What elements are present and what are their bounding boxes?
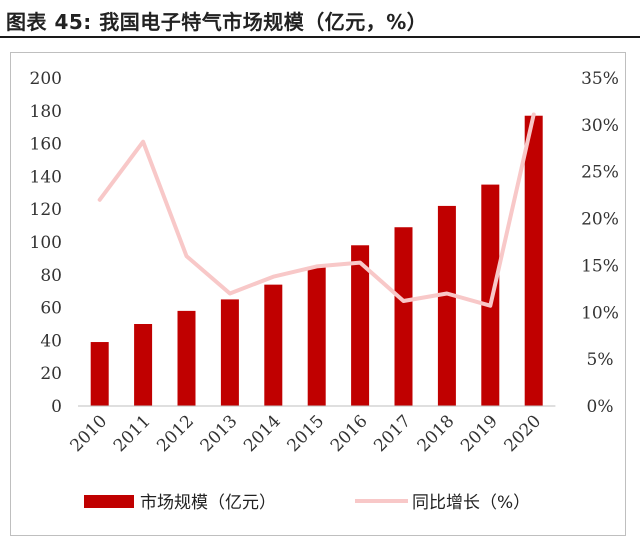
right-axis-tick-label: 30% [581,116,619,136]
right-axis-tick-label: 20% [581,210,619,230]
x-axis-tick-label: 2016 [327,411,372,456]
right-axis-tick-label: 10% [581,303,619,323]
x-axis-tick-label: 2010 [66,411,111,456]
bar-2011 [134,324,153,406]
legend: 市场规模（亿元） 同比增长（%） [84,493,530,513]
x-axis-tick-label: 2017 [370,411,415,456]
figure-title: 图表 45: 我国电子特气市场规模（亿元，%） [6,10,428,34]
right-axis: 0% 5% 10% 15% 20% 25% 30% 35% [581,69,619,417]
x-axis-tick-label: 2012 [153,411,198,456]
right-axis-tick-label: 5% [587,350,614,370]
left-axis-tick-label: 20 [40,364,62,384]
x-axis-tick-label: 2013 [197,411,242,456]
x-axis-tick-label: 2015 [284,411,329,456]
left-axis-tick-label: 180 [30,102,62,122]
bar-2018 [437,205,456,406]
left-axis-tick-label: 60 [40,299,62,319]
bar-2015 [307,266,326,406]
line-series [97,112,536,308]
left-axis-tick-label: 0 [51,397,62,417]
bar-2013 [220,299,239,406]
bar-2012 [177,310,196,406]
x-axis-tick-label: 2011 [110,411,155,456]
right-axis-tick-label: 0% [587,397,614,417]
left-axis: 0 20 40 60 80 100 120 140 160 180 200 [30,69,62,417]
chart-frame [10,52,626,536]
left-axis-tick-label: 160 [30,135,62,155]
bar-2010 [90,342,109,406]
legend-line-label: 同比增长（%） [412,493,530,513]
bar-2020 [524,115,543,406]
legend-bar-swatch [84,495,134,508]
title-divider [0,36,640,38]
right-axis-tick-label: 15% [581,256,619,276]
left-axis-tick-label: 40 [40,331,62,351]
bar-series [90,115,543,406]
left-axis-tick-label: 100 [30,233,62,253]
bar-2016 [351,245,370,406]
right-axis-tick-label: 25% [581,163,619,183]
bar-2019 [481,184,500,406]
bar-2014 [264,284,283,406]
left-axis-tick-label: 200 [30,69,62,89]
x-axis: 2010201120122013201420152016201720182019… [66,405,556,456]
left-axis-tick-label: 140 [30,167,62,187]
left-axis-tick-label: 80 [40,266,62,286]
right-axis-tick-label: 35% [581,69,619,89]
left-axis-tick-label: 120 [30,200,62,220]
x-axis-tick-label: 2014 [240,411,285,456]
bar-2017 [394,227,413,406]
x-axis-tick-label: 2020 [501,411,546,456]
figure-header: 图表 45: 我国电子特气市场规模（亿元，%） [0,0,640,38]
x-axis-tick-label: 2019 [457,411,502,456]
x-axis-tick-label: 2018 [414,411,459,456]
legend-bar-label: 市场规模（亿元） [140,493,276,513]
